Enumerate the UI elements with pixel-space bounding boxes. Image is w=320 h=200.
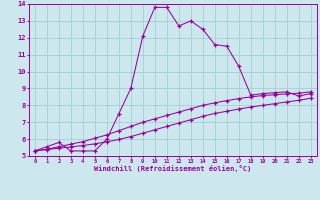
X-axis label: Windchill (Refroidissement éolien,°C): Windchill (Refroidissement éolien,°C) [94,165,252,172]
